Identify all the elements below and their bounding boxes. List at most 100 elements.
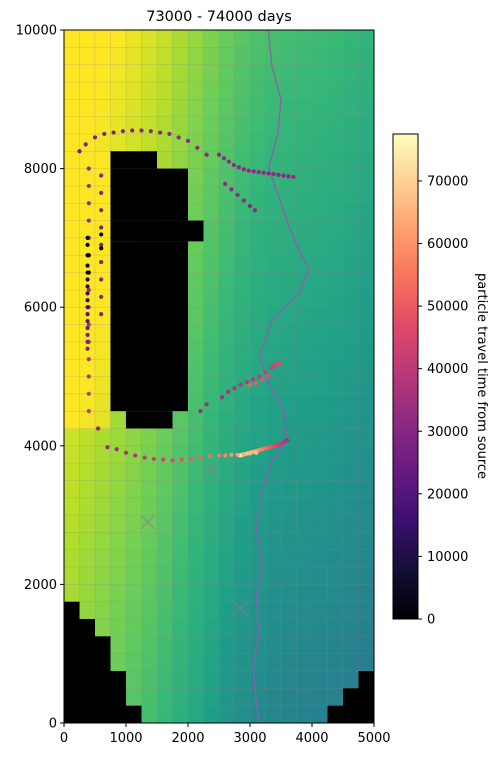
heat-cell [358,359,374,378]
heat-cell [265,307,282,326]
heat-cell [234,619,251,637]
heat-cell [281,393,298,412]
heat-cell [79,549,96,568]
heat-cell [203,584,220,603]
heat-cell [343,220,360,239]
heat-cell [296,445,313,464]
particle-point [92,135,98,140]
heat-cell [358,324,374,343]
heat-cell [141,133,158,152]
heat-cell [219,220,236,239]
heat-cell [79,81,96,100]
heat-cell [110,47,127,66]
heat-cell [265,549,282,568]
heat-cell [219,515,236,534]
particle-point [86,287,91,292]
heat-cell [188,255,205,274]
heat-cell [343,515,360,534]
heat-cell [203,515,220,534]
heat-cell [265,619,282,637]
heat-cell [172,515,189,534]
x-tick-label: 3000 [233,731,266,746]
heat-cell [203,116,220,135]
heat-cell [327,584,344,603]
heat-cell [296,81,313,100]
heat-cell [64,203,81,222]
heat-cell [296,393,313,412]
heat-cell [79,47,96,66]
particle-point [251,377,256,382]
heat-cell [281,255,298,274]
heat-cell [157,567,174,585]
colorbar-label: particle travel time from source [474,273,489,479]
heat-cell [219,272,236,291]
heat-cell [188,445,205,464]
particle-point [170,458,175,463]
heat-cell [219,601,236,620]
heat-cell [64,341,81,360]
heat-cell [188,289,205,308]
heat-cell [141,64,158,83]
heat-cell [296,307,313,326]
heat-cell [327,411,344,430]
heat-cell [327,30,344,48]
particle-points [77,128,296,463]
heat-cell [327,324,344,343]
heat-cell [172,601,189,620]
heat-cell [95,497,112,516]
heat-cell [203,601,220,620]
particle-point [86,183,91,189]
heat-cell [203,359,220,378]
heat-cell [234,341,251,360]
heat-cell [95,116,112,135]
particle-point [85,291,90,296]
particle-point [86,322,91,327]
heat-cell [203,671,220,689]
heat-cell [250,116,267,135]
heat-cell [188,411,205,430]
particle-point [85,284,90,289]
heat-cell [312,255,329,274]
heat-cell [343,671,360,689]
heat-cell [95,619,112,637]
heat-cell [296,324,313,343]
heat-cell [358,393,374,412]
heat-cell [79,151,96,170]
y-tick-label: 4000 [24,439,57,454]
heat-cell [250,64,267,83]
heat-cell [234,116,251,135]
heat-cell [79,116,96,135]
heat-cell [110,567,127,585]
heat-cell [95,133,112,152]
inactive-cell [358,671,374,723]
heat-cell [296,619,313,637]
heat-cell [95,601,112,620]
particle-point [221,156,227,161]
particle-point [96,426,101,431]
heat-cell [219,688,236,707]
heat-cell [172,99,189,118]
particle-point [99,242,104,247]
heat-cell [358,376,374,395]
heat-cell [234,289,251,308]
heat-cell [250,671,267,689]
particle-point [85,277,90,282]
heat-cell [172,480,189,499]
heat-cell [312,480,329,499]
particle-point [235,452,240,457]
particle-point [148,129,153,134]
heat-cell [358,133,374,152]
heat-cell [203,47,220,66]
heat-cell [343,445,360,464]
heat-cell [79,497,96,516]
heat-cell [188,619,205,637]
heat-cell [157,81,174,100]
heat-cell [79,567,96,585]
particle-point [263,370,268,375]
y-axis: 0 2000 4000 6000 8000 10000 [16,24,64,732]
inactive-cell [110,241,188,412]
heat-cell [110,619,127,637]
particle-point [85,235,90,240]
particle-point [123,450,129,455]
heat-cell [312,497,329,516]
